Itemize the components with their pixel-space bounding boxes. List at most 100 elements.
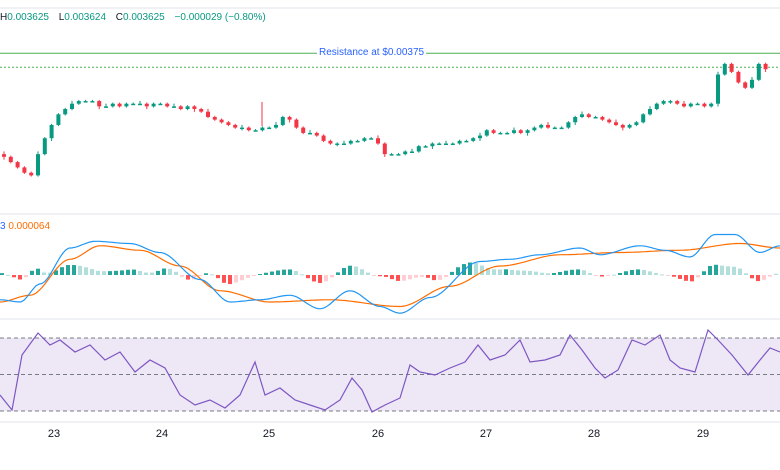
candle-body	[722, 63, 727, 75]
macd-histogram-bar	[564, 270, 568, 275]
candle-body	[301, 127, 306, 133]
candle-body	[525, 130, 530, 133]
candle-body	[450, 143, 455, 146]
macd-histogram-bar	[510, 269, 514, 275]
macd-histogram-bar	[366, 272, 370, 275]
macd-histogram-bar	[210, 274, 214, 276]
candle-body	[505, 132, 510, 135]
macd-histogram-bar	[354, 266, 358, 275]
candle-body	[342, 143, 346, 146]
macd-histogram-bar	[618, 272, 622, 275]
macd-histogram-bar	[216, 275, 220, 279]
macd-histogram-bar	[720, 265, 724, 275]
macd-histogram-bar	[702, 271, 706, 275]
candle-body	[212, 116, 217, 120]
macd-histogram-bar	[228, 275, 232, 285]
candle-body	[56, 114, 61, 125]
candle-body	[117, 103, 122, 107]
candle-body	[382, 143, 387, 155]
macd-histogram-bar	[150, 272, 154, 275]
candle-body	[328, 140, 333, 144]
macd-histogram-bar	[522, 270, 526, 275]
candle-body	[240, 127, 244, 130]
candle-body	[498, 132, 503, 135]
macd-legend: 3 0.000064	[0, 221, 50, 232]
candle-body	[335, 143, 340, 146]
macd-histogram-bar	[612, 274, 616, 276]
low-value: 0.003624	[64, 12, 107, 23]
candle-body	[688, 103, 693, 107]
candle-body	[532, 127, 537, 131]
x-tick-label: 25	[262, 428, 276, 440]
macd-histogram-bar	[54, 270, 58, 275]
candle-body	[36, 154, 40, 176]
candle-body	[491, 130, 496, 133]
macd-histogram-bar	[120, 270, 124, 275]
macd-histogram-bar	[330, 275, 334, 278]
macd-histogram-bar	[546, 273, 550, 275]
macd-histogram-bar	[18, 275, 22, 280]
candle-body	[76, 101, 81, 104]
ohlc-legend: H0.003625 L0.003624 C0.003625 −0.000029 …	[0, 12, 273, 23]
macd-histogram-bar	[276, 270, 280, 275]
candle-body	[627, 124, 632, 128]
macd-histogram-bar	[156, 270, 160, 275]
candle-body	[756, 63, 761, 80]
candle-body	[546, 124, 550, 128]
candle-body	[172, 106, 176, 108]
candle-body	[437, 143, 442, 146]
candle-body	[763, 63, 768, 70]
candle-body	[580, 114, 584, 117]
macd-histogram-bar	[324, 275, 328, 282]
candle-body	[219, 119, 224, 123]
macd-histogram-bar	[516, 270, 520, 275]
candle-body	[2, 154, 6, 157]
candle-body	[573, 116, 578, 123]
candle-body	[675, 101, 680, 104]
macd-histogram-bar	[480, 265, 484, 275]
macd-histogram-bar	[234, 275, 238, 283]
macd-histogram-bar	[438, 275, 442, 280]
macd-histogram-bar	[336, 272, 340, 275]
candle-body	[464, 140, 469, 143]
candle-body	[709, 103, 714, 107]
candle-body	[267, 127, 272, 130]
candle-body	[389, 154, 394, 156]
macd-histogram-bar	[690, 275, 694, 282]
macd-signal-line	[0, 242, 780, 308]
candle-body	[695, 103, 700, 106]
macd-histogram-bar	[408, 275, 412, 280]
candle-body	[539, 124, 544, 128]
candle-body	[144, 103, 149, 107]
macd-histogram-bar	[252, 275, 256, 276]
macd-histogram-bar	[738, 268, 742, 275]
macd-histogram-bar	[144, 272, 148, 275]
x-tick-label: 27	[479, 428, 493, 440]
macd-histogram-bar	[396, 275, 400, 281]
macd-histogram-bar	[60, 267, 64, 275]
macd-histogram-bar	[648, 271, 652, 275]
macd-histogram-bar	[306, 275, 310, 279]
candle-body	[246, 127, 251, 131]
macd-histogram-bar	[492, 269, 496, 275]
macd-histogram-bar	[672, 275, 676, 277]
candle-body	[661, 101, 666, 104]
change-value: −0.000029 (−0.80%)	[174, 12, 266, 23]
macd-histogram-bar	[414, 275, 418, 278]
x-tick-label: 23	[47, 428, 61, 440]
macd-histogram-bar	[426, 275, 430, 278]
macd-histogram-bar	[12, 275, 16, 278]
macd-histogram-bar	[72, 265, 76, 275]
candle-body	[22, 167, 27, 173]
macd-histogram-bar	[552, 273, 556, 275]
x-tick-label: 26	[371, 428, 385, 440]
macd-histogram-bar	[258, 274, 262, 276]
candle-body	[131, 103, 136, 106]
macd-histogram-bar	[342, 267, 346, 275]
macd-histogram-bar	[450, 271, 454, 275]
macd-histogram-bar	[168, 268, 172, 275]
macd-histogram-bar	[576, 269, 580, 275]
candle-body	[308, 132, 312, 135]
macd-line	[0, 233, 780, 314]
